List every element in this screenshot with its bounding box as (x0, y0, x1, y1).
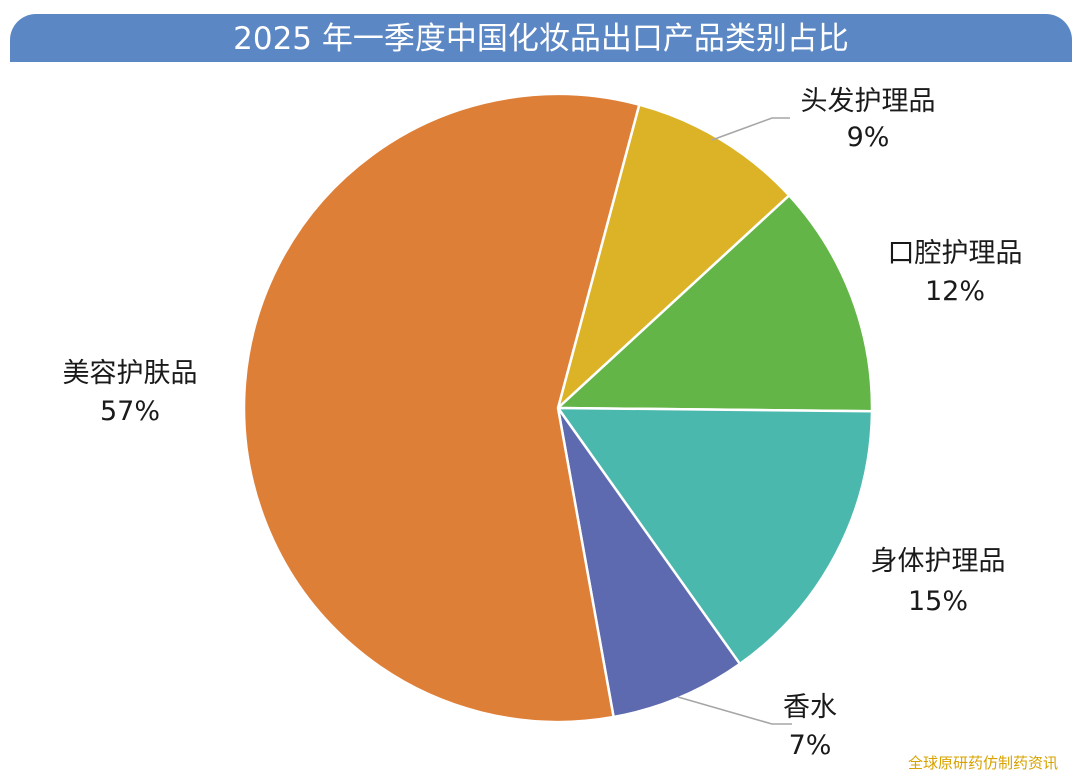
leader-lines (677, 117, 792, 725)
slice-percent-label: 7% (789, 730, 832, 761)
slice-category-label: 头发护理品 (801, 86, 936, 117)
leader-line (677, 696, 792, 725)
pie-slice (555, 406, 874, 666)
pie-slice (555, 103, 791, 412)
pie-slices (242, 92, 874, 724)
slice-percent-label: 12% (925, 276, 985, 307)
slice-category-label: 美容护肤品 (63, 358, 198, 389)
slice-category-label: 香水 (783, 692, 837, 723)
pie-slice (242, 92, 641, 724)
chart-title: 2025 年一季度中国化妆品出口产品类别占比 (10, 14, 1072, 62)
pie-slice (554, 193, 874, 413)
slice-category-label: 身体护理品 (871, 546, 1006, 577)
slice-category-label: 口腔护理品 (888, 238, 1023, 269)
slice-percent-label: 9% (847, 122, 890, 153)
watermark: 全球原研药仿制药资讯 (907, 754, 1058, 772)
slice-labels: 头发护理品 9% 口腔护理品 12% 身体护理品 15% 香水 7% 美容护肤品 57% (63, 86, 1023, 761)
leader-line (711, 117, 790, 141)
slice-percent-label: 15% (908, 586, 968, 617)
slice-percent-label: 57% (100, 396, 160, 427)
